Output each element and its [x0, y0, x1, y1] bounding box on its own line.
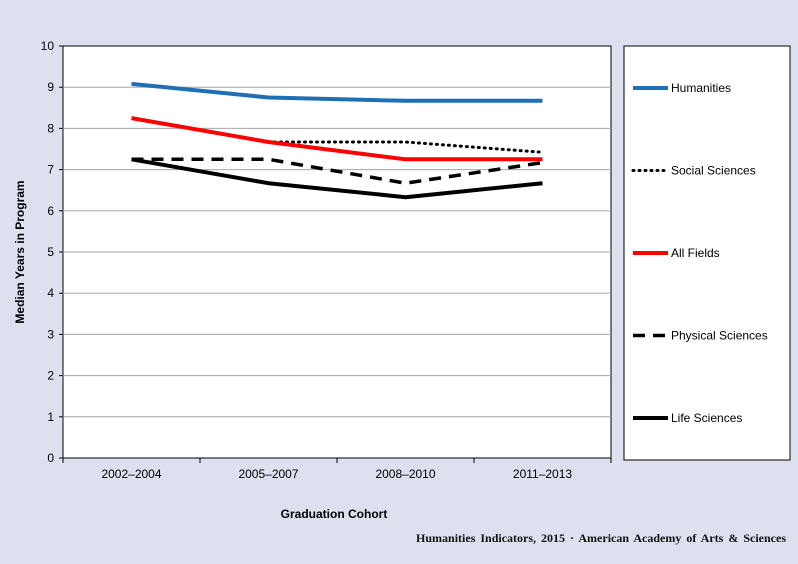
y-axis: 0 1 2 3 4 5 6 7 8 9 10: [41, 39, 63, 465]
y-tick-label: 4: [47, 286, 54, 300]
y-tick-label: 5: [47, 245, 54, 259]
legend-label: Life Sciences: [671, 411, 742, 425]
legend: Humanities Social Sciences All Fields Physi…: [631, 81, 768, 425]
legend-label: Humanities: [671, 81, 731, 95]
y-tick-label: 1: [47, 410, 54, 424]
series-lines: [131, 81, 544, 200]
y-tick-label: 6: [47, 204, 54, 218]
legend-label: Social Sciences: [671, 164, 756, 178]
legend-label: All Fields: [671, 246, 720, 260]
series-line-social-sciences: [267, 140, 544, 154]
x-tick-label: 2005–2007: [238, 467, 298, 481]
y-tick-label: 9: [47, 80, 54, 94]
y-tick-label: 3: [47, 327, 54, 341]
x-tick-label: 2002–2004: [101, 467, 161, 481]
y-tick-label: 8: [47, 121, 54, 135]
y-tick-label: 7: [47, 163, 54, 177]
y-axis-title: Median Years in Program: [13, 180, 27, 323]
x-tick-label: 2008–2010: [375, 467, 435, 481]
series-line-physical-sciences: [131, 157, 543, 185]
y-tick-label: 0: [47, 451, 54, 465]
series-line-humanities: [131, 81, 543, 103]
credit-text: Humanities Indicators, 2015 · American A…: [416, 531, 786, 545]
x-axis-title: Graduation Cohort: [281, 507, 388, 521]
y-tick-label: 10: [41, 39, 55, 53]
y-tick-label: 2: [47, 369, 54, 383]
legend-label: Physical Sciences: [671, 329, 768, 343]
x-axis: 2002–2004 2005–2007 2008–2010 2011–2013: [62, 458, 612, 481]
x-tick-label: 2011–2013: [513, 467, 573, 481]
series-line-life-sciences: [131, 157, 543, 200]
series-line-all-fields: [131, 116, 543, 162]
